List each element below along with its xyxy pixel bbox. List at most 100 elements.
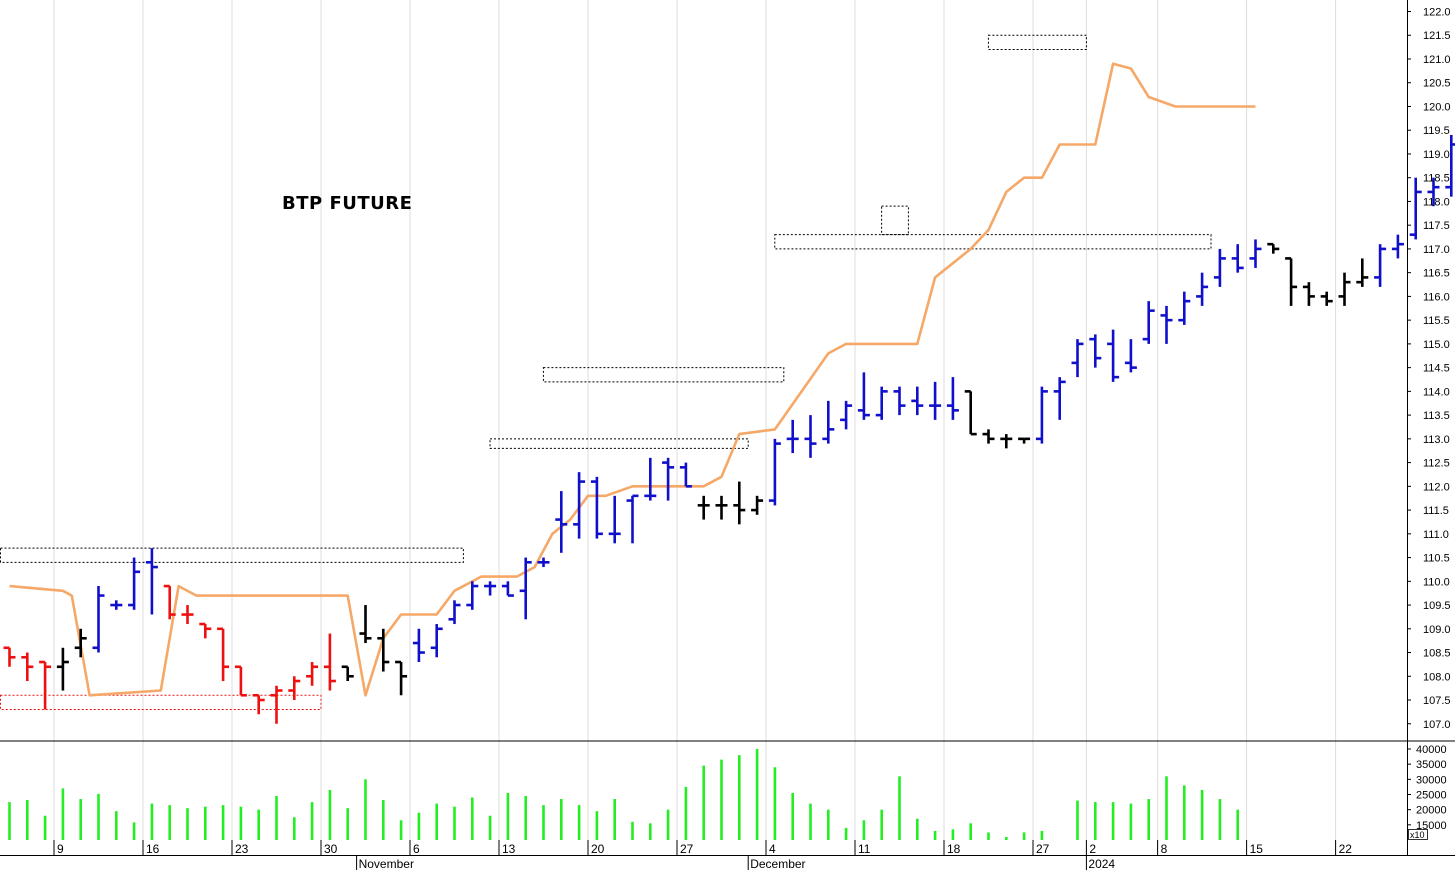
price-bar — [822, 401, 834, 444]
price-tick-label: 118.5 — [1423, 173, 1450, 185]
price-bar — [769, 439, 781, 505]
range-box — [988, 35, 1086, 49]
volume-tick-label: 25000 — [1416, 790, 1447, 802]
price-tick-label: 119.5 — [1423, 125, 1450, 137]
price-bar — [1232, 244, 1244, 272]
price-bar — [1303, 282, 1315, 306]
price-bar — [1214, 249, 1226, 287]
price-bar — [1374, 244, 1386, 287]
price-bar — [520, 558, 532, 620]
price-tick-label: 121.5 — [1423, 30, 1451, 42]
day-tick-label: 11 — [858, 842, 871, 856]
chart-title: BTP FUTURE — [282, 193, 412, 214]
price-bar — [1089, 334, 1101, 367]
volume-bars-layer — [10, 749, 1238, 840]
price-tick-label: 111.0 — [1423, 529, 1449, 541]
price-tick-label: 110.0 — [1423, 576, 1450, 588]
price-bar — [1392, 235, 1404, 259]
price-bar — [1356, 258, 1368, 286]
price-bar — [1036, 387, 1048, 444]
price-bar — [1321, 292, 1333, 306]
price-bar — [1143, 301, 1155, 344]
price-bar — [164, 586, 176, 619]
price-tick-label: 116.5 — [1423, 268, 1450, 280]
price-bar — [733, 482, 745, 525]
price-tick-label: 118.0 — [1423, 196, 1450, 208]
price-bar — [128, 558, 140, 610]
price-bar — [947, 377, 959, 420]
price-tick-label: 114.0 — [1423, 386, 1450, 398]
volume-tick-label: 35000 — [1416, 759, 1447, 771]
price-bar — [787, 420, 799, 453]
price-bar — [965, 391, 977, 434]
price-bar — [1054, 377, 1066, 420]
price-tick-label: 121.0 — [1423, 54, 1451, 66]
price-tick-label: 122.0 — [1423, 7, 1451, 19]
price-bar — [110, 600, 122, 609]
price-tick-label: 109.0 — [1423, 624, 1451, 636]
volume-tick-label: 40000 — [1416, 744, 1447, 756]
price-bar — [840, 401, 852, 429]
volume-tick-label: 20000 — [1416, 805, 1447, 817]
day-tick-label: 18 — [947, 842, 961, 856]
month-label: 2024 — [1088, 857, 1115, 870]
price-tick-label: 116.0 — [1423, 291, 1450, 303]
price-bar — [306, 662, 318, 686]
price-bar — [644, 458, 656, 501]
price-bar — [93, 586, 105, 652]
price-bar — [858, 372, 870, 419]
price-bar — [75, 629, 87, 657]
price-bar — [662, 458, 674, 501]
day-tick-label: 8 — [1161, 842, 1168, 856]
price-tick-label: 109.5 — [1423, 600, 1451, 612]
price-bar — [21, 653, 33, 681]
price-bar — [1250, 239, 1262, 267]
price-bar — [288, 676, 300, 700]
day-tick-label: 20 — [591, 842, 605, 856]
price-bar — [751, 496, 763, 515]
price-bar — [4, 648, 16, 667]
price-bar — [627, 496, 639, 543]
price-bar — [1107, 330, 1119, 382]
price-bar — [876, 387, 888, 420]
day-tick-label: 16 — [146, 842, 160, 856]
trend-line-layer — [10, 64, 1256, 696]
price-bar — [805, 415, 817, 458]
day-tick-label: 4 — [769, 842, 776, 856]
price-bar — [431, 624, 443, 657]
price-bar — [929, 382, 941, 420]
price-bar — [235, 667, 247, 695]
price-bar — [573, 472, 585, 538]
day-tick-label: 30 — [324, 842, 338, 856]
price-tick-label: 117.5 — [1423, 220, 1450, 232]
price-tick-label: 108.5 — [1423, 648, 1451, 660]
price-bar — [1267, 244, 1279, 253]
grid-layer — [54, 0, 1336, 855]
price-bar — [182, 605, 194, 624]
price-bar — [1445, 135, 1455, 197]
price-bar — [253, 695, 265, 714]
price-bar — [680, 463, 692, 487]
price-tick-label: 114.5 — [1423, 363, 1450, 375]
price-bar — [911, 387, 923, 415]
price-tick-label: 107.0 — [1423, 719, 1451, 731]
price-tick-label: 117.0 — [1423, 244, 1450, 256]
price-bar — [894, 387, 906, 415]
range-box — [882, 206, 909, 234]
price-tick-label: 120.0 — [1423, 101, 1451, 113]
price-bar — [395, 662, 407, 695]
price-bar — [217, 629, 229, 681]
day-tick-label: 22 — [1339, 842, 1353, 856]
volume-multiplier-label: x10 — [1410, 830, 1425, 840]
day-tick-label: 6 — [413, 842, 420, 856]
day-tick-label: 27 — [1036, 842, 1050, 856]
range-box — [543, 368, 783, 382]
price-tick-label: 108.0 — [1423, 671, 1451, 683]
price-bar — [1285, 258, 1297, 305]
day-tick-label: 15 — [1250, 842, 1264, 856]
price-tick-label: 113.0 — [1423, 434, 1450, 446]
price-bar — [271, 686, 283, 724]
